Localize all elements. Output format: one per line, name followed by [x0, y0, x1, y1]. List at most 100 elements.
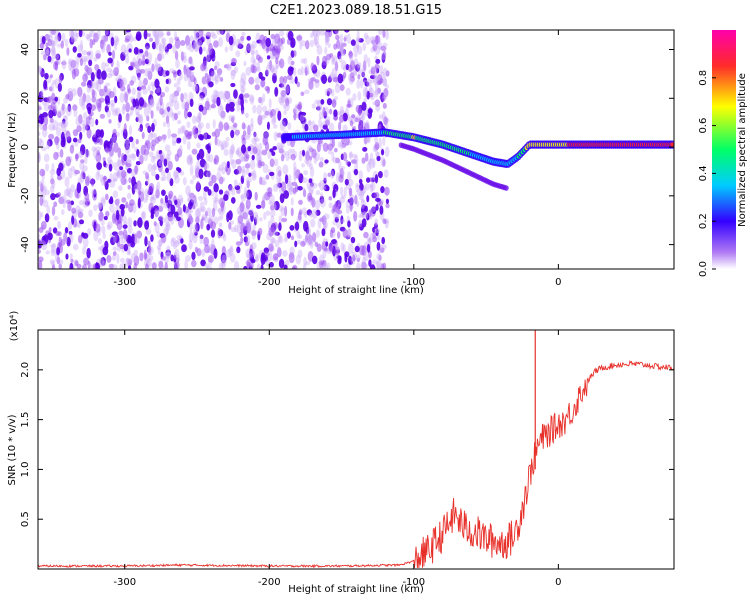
noise-speckle: [166, 43, 173, 50]
noise-speckle: [288, 252, 295, 264]
noise-speckle: [225, 30, 232, 33]
noise-speckle: [191, 148, 198, 155]
noise-speckle: [319, 217, 325, 222]
noise-speckle: [277, 170, 282, 177]
noise-speckle: [58, 162, 64, 172]
noise-speckle: [251, 242, 257, 250]
noise-speckle: [339, 196, 346, 204]
noise-speckle: [140, 85, 147, 90]
noise-speckle: [160, 53, 165, 60]
noise-speckle: [137, 113, 142, 123]
noise-speckle: [114, 95, 118, 104]
noise-speckle: [353, 168, 359, 176]
noise-speckle: [176, 69, 182, 77]
noise-speckle: [273, 112, 277, 119]
noise-speckle: [322, 55, 328, 66]
noise-speckle: [256, 66, 261, 73]
noise-speckle: [236, 148, 240, 156]
noise-speckle: [344, 30, 350, 33]
x-tick-label: -100: [402, 577, 425, 588]
noise-speckle: [129, 80, 135, 86]
noise-speckle: [38, 152, 41, 163]
noise-speckle: [326, 87, 333, 95]
noise-speckle: [143, 106, 150, 118]
noise-speckle: [278, 96, 284, 104]
noise-speckle: [230, 69, 237, 76]
noise-speckle: [158, 265, 162, 269]
noise-speckle: [43, 54, 47, 61]
colorbar-tick-label: 0.2: [698, 213, 709, 229]
noise-speckle: [312, 30, 316, 37]
noise-speckle: [165, 115, 170, 124]
noise-speckle: [202, 46, 206, 52]
colorbar-ticks: 0.00.20.40.60.8: [698, 70, 716, 277]
noise-speckle: [375, 204, 379, 211]
noise-speckle: [230, 69, 236, 80]
noise-speckle: [164, 194, 168, 204]
noise-speckle: [263, 111, 268, 119]
noise-speckle: [379, 205, 384, 215]
noise-speckle: [318, 111, 325, 120]
noise-speckle: [66, 186, 71, 198]
noise-speckle: [125, 112, 130, 122]
noise-speckle: [48, 227, 52, 233]
noise-speckle: [375, 197, 381, 202]
noise-speckle: [374, 135, 379, 144]
noise-speckle: [112, 128, 117, 137]
noise-speckle: [82, 246, 87, 255]
noise-speckle: [276, 172, 281, 183]
noise-speckle: [91, 188, 97, 195]
noise-speckle: [40, 240, 47, 247]
noise-speckle: [303, 57, 308, 65]
noise-speckle: [78, 151, 83, 159]
spectrogram-y-axis-label: Frequency (Hz): [7, 112, 18, 188]
noise-speckle: [257, 97, 263, 104]
noise-speckle: [250, 250, 255, 258]
noise-speckle: [293, 170, 298, 180]
snr-plot-area: [38, 330, 674, 569]
noise-speckle: [207, 243, 214, 253]
noise-speckle: [117, 168, 121, 176]
noise-speckle: [136, 86, 142, 91]
noise-speckle: [175, 254, 181, 263]
noise-speckle: [106, 255, 112, 263]
noise-speckle: [260, 79, 266, 88]
noise-speckle: [154, 88, 160, 95]
noise-speckle: [308, 195, 313, 201]
noise-speckle: [278, 58, 285, 69]
noise-speckle: [187, 212, 192, 222]
noise-speckle: [280, 153, 285, 162]
noise-speckle: [199, 234, 204, 240]
noise-speckle: [213, 40, 219, 48]
noise-speckle: [38, 260, 43, 269]
noise-speckle: [184, 35, 191, 46]
noise-speckle: [258, 227, 263, 236]
noise-speckle: [362, 62, 367, 73]
noise-speckle: [166, 106, 171, 112]
noise-speckle: [217, 227, 222, 239]
noise-speckle: [51, 48, 56, 60]
noise-speckle: [67, 221, 73, 231]
noise-speckle: [368, 259, 372, 267]
noise-speckle: [245, 66, 252, 76]
noise-speckle: [166, 31, 171, 36]
noise-speckle: [343, 36, 347, 42]
noise-speckle: [335, 34, 340, 41]
noise-speckle: [358, 196, 364, 201]
noise-speckle: [229, 149, 234, 159]
noise-speckle: [381, 111, 386, 122]
noise-speckle: [246, 130, 252, 138]
x-tick-label: -200: [258, 577, 281, 588]
noise-speckle: [98, 201, 102, 211]
noise-speckle: [322, 264, 326, 269]
noise-speckle: [150, 208, 156, 215]
noise-speckle: [40, 212, 44, 218]
noise-speckle: [361, 101, 367, 112]
noise-speckle: [223, 93, 227, 103]
noise-speckle: [120, 235, 127, 244]
noise-speckle: [311, 197, 316, 208]
noise-speckle: [97, 237, 103, 245]
noise-speckle: [376, 75, 380, 83]
noise-speckle: [49, 30, 53, 38]
